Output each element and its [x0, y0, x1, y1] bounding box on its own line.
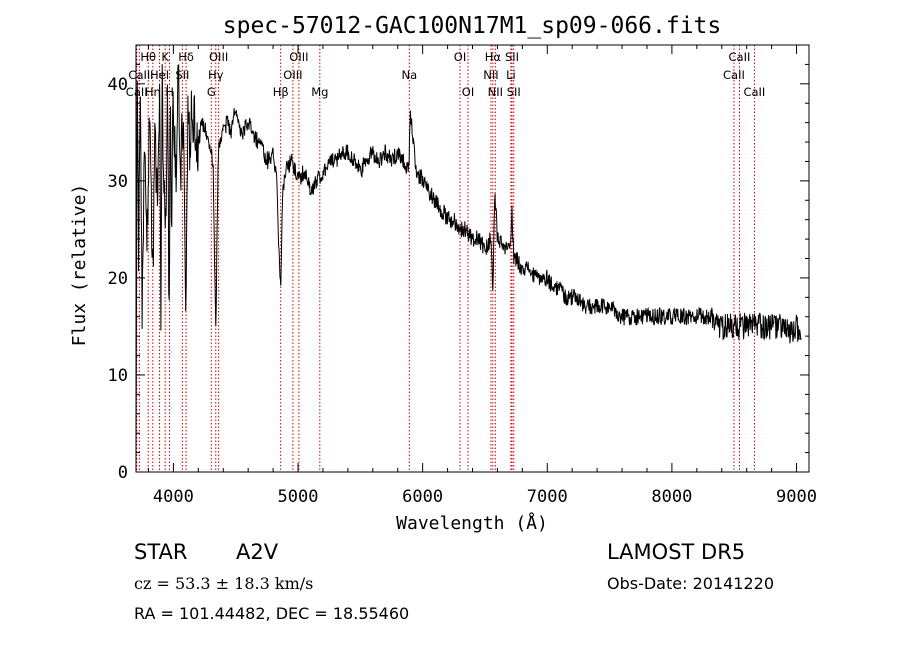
line-label: Hθ: [140, 50, 156, 64]
plot-frame: [135, 44, 810, 473]
line-label: CaII: [743, 85, 765, 99]
line-label: Hβ: [273, 85, 289, 99]
spectral-line-markers: [136, 45, 755, 472]
line-label: K: [161, 50, 169, 64]
line-label: Hη: [145, 85, 161, 99]
y-axis: 0 10 20 30 40: [108, 44, 809, 483]
line-label: OI: [454, 50, 466, 64]
y-tick-label: 30: [108, 172, 128, 192]
line-label: NII: [488, 85, 503, 99]
chart-title: spec-57012-GAC100N17M1_sp09-066.fits: [223, 13, 722, 39]
line-label: CaII: [729, 50, 751, 64]
spectrum-line: [135, 64, 802, 457]
x-tick-label: 8000: [651, 487, 692, 507]
x-tick-label: 5000: [278, 487, 319, 507]
x-tick-label: 4000: [153, 487, 194, 507]
y-tick-label: 20: [108, 269, 128, 289]
line-label: NII: [483, 68, 498, 82]
line-label: Hδ: [178, 50, 194, 64]
x-axis-label: Wavelength (Å): [396, 512, 548, 534]
object-class: STAR: [134, 540, 188, 564]
survey-name: LAMOST DR5: [607, 540, 746, 564]
line-label: CaII: [126, 85, 148, 99]
observation-date: Obs-Date: 20141220: [607, 574, 775, 593]
line-label: Mg: [311, 85, 328, 99]
y-tick-label: 40: [108, 75, 128, 95]
x-tick-label: 9000: [776, 487, 817, 507]
redshift-cz: cz = 53.3 ± 18.3 km/s: [134, 574, 314, 593]
y-tick-label: 10: [108, 366, 128, 386]
y-axis-label: Flux (relative): [69, 184, 90, 347]
x-axis: 4000 5000 6000 7000 8000 9000: [147, 45, 817, 507]
line-label: H: [165, 85, 174, 99]
line-label: SII: [507, 85, 521, 99]
line-label: HeI: [150, 68, 169, 82]
y-tick-label: 0: [118, 463, 128, 483]
line-label: OIII: [289, 50, 308, 64]
object-subclass: A2V: [236, 540, 279, 564]
line-label: OI: [462, 85, 474, 99]
line-label: CaII: [128, 68, 150, 82]
line-label: Na: [401, 68, 417, 82]
x-tick-label: 7000: [527, 487, 568, 507]
line-label: OIII: [209, 50, 228, 64]
line-label: Hγ: [208, 68, 224, 82]
line-label: SII: [505, 50, 519, 64]
line-label: G: [207, 85, 216, 99]
line-label: OIII: [283, 68, 302, 82]
ra-dec-coordinates: RA = 101.44482, DEC = 18.55460: [134, 604, 410, 623]
line-label: Li: [506, 68, 516, 82]
line-label: Hα: [485, 50, 502, 64]
x-tick-label: 6000: [402, 487, 443, 507]
line-label: CaII: [723, 68, 745, 82]
